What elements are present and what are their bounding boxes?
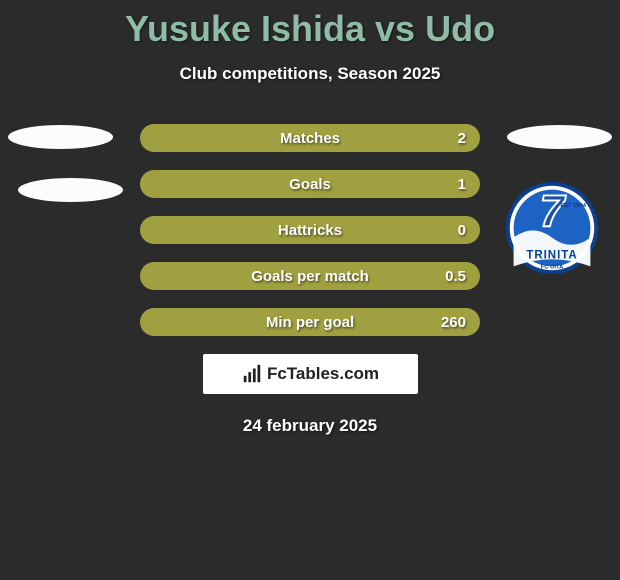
brand-box: FcTables.com bbox=[203, 354, 418, 394]
page-subtitle: Club competitions, Season 2025 bbox=[0, 64, 620, 84]
stat-value: 0 bbox=[458, 222, 466, 239]
stat-value: 2 bbox=[458, 130, 466, 147]
accent-ellipse-right-1 bbox=[507, 125, 612, 149]
stat-value: 1 bbox=[458, 176, 466, 193]
brand-text: FcTables.com bbox=[267, 364, 379, 384]
stat-value: 260 bbox=[441, 314, 466, 331]
stat-bar: Matches 2 bbox=[140, 124, 480, 152]
stat-bar: Goals 1 bbox=[140, 170, 480, 198]
club-badge-icon: 7 EST 1994 TRINITA FC OITA bbox=[504, 180, 600, 276]
stat-bar: Min per goal 260 bbox=[140, 308, 480, 336]
stat-bar: Goals per match 0.5 bbox=[140, 262, 480, 290]
stat-bar: Hattricks 0 bbox=[140, 216, 480, 244]
accent-ellipse-left-1 bbox=[8, 125, 113, 149]
stat-label: Min per goal bbox=[140, 314, 480, 331]
stat-label: Goals bbox=[140, 176, 480, 193]
bar-chart-icon bbox=[241, 363, 263, 385]
stat-label: Goals per match bbox=[140, 268, 480, 285]
stat-label: Matches bbox=[140, 130, 480, 147]
accent-ellipse-left-2 bbox=[18, 178, 123, 202]
stat-value: 0.5 bbox=[445, 268, 466, 285]
stat-label: Hattricks bbox=[140, 222, 480, 239]
badge-est: EST 1994 bbox=[560, 203, 586, 209]
svg-text:7: 7 bbox=[540, 187, 567, 236]
page-title: Yusuke Ishida vs Udo bbox=[0, 0, 620, 50]
footer-date: 24 february 2025 bbox=[0, 416, 620, 436]
badge-sub: FC OITA bbox=[541, 264, 564, 270]
badge-text: TRINITA bbox=[526, 250, 577, 262]
